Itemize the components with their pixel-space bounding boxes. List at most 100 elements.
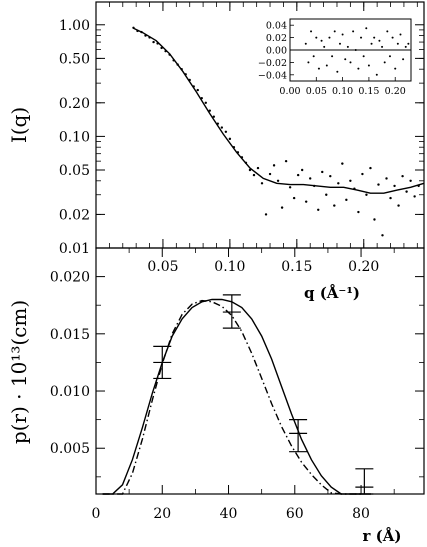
bottom-y-axis-label: p(r) · 10¹³(cm) — [7, 300, 31, 444]
inset-residual-point — [349, 61, 352, 64]
bottom-x-tick-label: 0 — [92, 506, 101, 522]
inset-residual-point — [383, 61, 386, 64]
top-data-point — [228, 137, 232, 141]
inset-residual-point — [310, 30, 313, 33]
bottom-error-bars — [153, 294, 374, 495]
top-panel: 0.01 0.02 0.05 0.10 0.20 0.50 1.00 0.05 0.10 0.1… — [7, 1, 425, 302]
top-y-tick-label: 0.02 — [59, 207, 90, 223]
top-data-point — [224, 130, 228, 133]
inset-residual-point — [317, 67, 320, 70]
inset-residual-point — [325, 64, 328, 67]
top-data-point — [325, 193, 328, 196]
top-y-tick-label: 0.20 — [59, 96, 90, 112]
top-data-point — [284, 159, 288, 163]
top-data-point — [317, 208, 320, 211]
bottom-x-tick-label: 40 — [220, 506, 238, 522]
top-x-ticks: 0.05 0.10 0.15 0.20 — [108, 2, 418, 275]
top-data-point — [321, 170, 324, 174]
inset-residual-point — [394, 67, 397, 70]
inset-residual-point — [323, 45, 326, 48]
bottom-panel: 0.005 0.010 0.015 0.020 0 20 40 60 80 p(r) · 10… — [7, 247, 425, 545]
top-data-point — [252, 173, 256, 177]
top-data-point — [357, 210, 360, 214]
inset-residual-point — [391, 36, 394, 39]
inset-x-tick-label: 0.15 — [358, 86, 379, 97]
bottom-y-tick-label: 0.020 — [50, 270, 90, 286]
inset-residual-point — [341, 33, 344, 36]
top-data-point — [152, 40, 155, 44]
bottom-x-tick-label: 60 — [286, 506, 304, 522]
top-data-point — [208, 109, 211, 112]
top-y-tick-label: 0.01 — [59, 241, 90, 257]
inset-residual-point — [354, 49, 357, 51]
residual-inset: −0.04−0.020.000.020.04 0.00 0.05 0.10 0.15 0… — [258, 18, 412, 97]
bottom-y-tick-label: 0.015 — [50, 327, 90, 343]
inset-x-tick-label: 0.05 — [306, 86, 327, 97]
bottom-y-tick-label: 0.010 — [50, 384, 90, 400]
inset-residual-point — [367, 64, 370, 67]
top-x-tick-label: 0.10 — [214, 259, 245, 275]
top-data-point — [268, 172, 272, 176]
top-data-point — [381, 234, 384, 237]
inset-y-tick-label: 0.02 — [266, 33, 287, 44]
top-x-axis-label: q (Å⁻¹) — [304, 284, 360, 302]
bottom-y-ticks: 0.005 0.010 0.015 0.020 — [50, 270, 424, 478]
inset-residual-point — [362, 55, 365, 58]
inset-residual-point — [396, 42, 399, 45]
top-data-point — [272, 164, 276, 167]
inset-x-tick-label: 0.00 — [279, 86, 300, 97]
inset-residual-point — [365, 27, 368, 30]
top-data-point — [405, 190, 408, 193]
top-data-point — [256, 166, 260, 170]
inset-residual-point — [346, 45, 349, 48]
top-data-point — [365, 193, 368, 196]
top-data-point — [300, 168, 304, 172]
bottom-y-tick-label: 0.005 — [50, 441, 90, 457]
inset-y-ticks: −0.04−0.020.00 0.020.04 — [258, 21, 294, 81]
bottom-x-ticks: 0 20 40 60 80 — [92, 248, 395, 522]
top-data-point — [212, 115, 216, 118]
top-data-point — [204, 101, 207, 104]
inset-residual-point — [352, 30, 355, 33]
inset-x-tick-label: 0.20 — [385, 86, 406, 97]
inset-x-tick-label: 0.10 — [332, 86, 353, 97]
inset-residual-point — [312, 55, 315, 58]
top-x-tick-label: 0.05 — [147, 259, 178, 275]
top-data-point — [385, 177, 388, 180]
top-fit-curve — [133, 27, 425, 194]
top-data-point — [292, 196, 296, 200]
bottom-x-tick-label: 20 — [153, 506, 171, 522]
bottom-x-axis-label: r (Å) — [363, 527, 402, 545]
top-data-point — [333, 204, 336, 207]
inset-residual-points — [304, 27, 410, 76]
top-y-axis-label: I(q) — [7, 107, 31, 143]
top-data-point — [329, 174, 332, 178]
bottom-series-solid — [102, 298, 371, 495]
inset-residual-point — [381, 45, 384, 48]
top-data-point — [413, 195, 416, 198]
inset-residual-point — [315, 36, 318, 39]
inset-y-tick-label: 0.04 — [266, 21, 287, 32]
inset-residual-point — [388, 55, 391, 58]
top-x-tick-label: 0.20 — [348, 259, 379, 275]
top-data-point — [196, 88, 199, 92]
top-data-point — [220, 126, 224, 129]
inset-residual-point — [360, 36, 363, 39]
top-data-point — [397, 204, 400, 207]
top-data-point — [280, 206, 284, 209]
inset-residual-point — [333, 30, 336, 33]
top-y-tick-label: 1.00 — [59, 18, 90, 34]
top-data-point — [309, 177, 312, 180]
error-bar — [289, 419, 308, 453]
bottom-series — [102, 298, 371, 495]
error-bar — [355, 468, 374, 495]
top-y-tick-label: 0.50 — [59, 51, 90, 67]
inset-y-tick-label: −0.04 — [258, 70, 287, 81]
inset-residual-point — [404, 45, 407, 48]
top-data-point — [349, 179, 352, 183]
inset-residual-point — [375, 73, 378, 76]
inset-residual-point — [402, 58, 405, 61]
inset-y-tick-label: 0.00 — [266, 46, 287, 57]
top-x-tick-label: 0.15 — [281, 259, 312, 275]
